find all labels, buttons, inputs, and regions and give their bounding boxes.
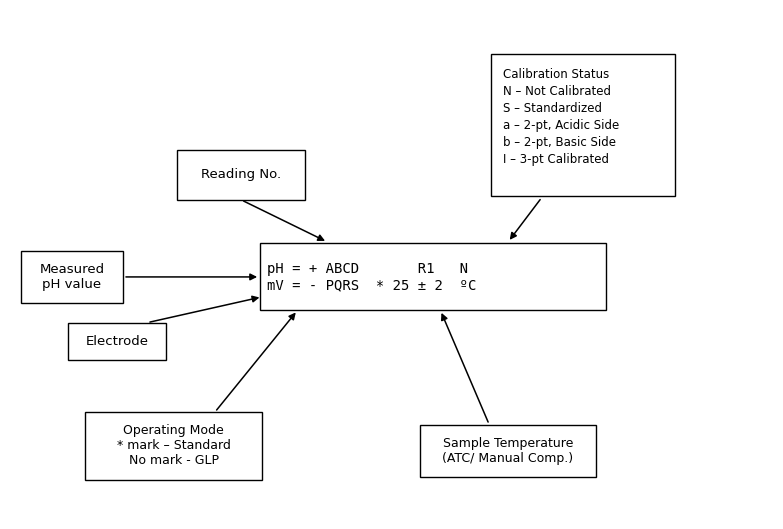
FancyBboxPatch shape — [21, 251, 123, 303]
FancyBboxPatch shape — [177, 150, 305, 200]
FancyBboxPatch shape — [85, 413, 262, 480]
FancyBboxPatch shape — [491, 54, 675, 196]
Text: Electrode: Electrode — [85, 335, 149, 348]
Text: pH = + ABCD       R1   N
mV = - PQRS  * 25 ± 2  ºC: pH = + ABCD R1 N mV = - PQRS * 25 ± 2 ºC — [268, 262, 477, 292]
Text: Measured
pH value: Measured pH value — [39, 263, 105, 291]
Text: Operating Mode
* mark – Standard
No mark - GLP: Operating Mode * mark – Standard No mark… — [117, 424, 230, 468]
Text: Sample Temperature
(ATC/ Manual Comp.): Sample Temperature (ATC/ Manual Comp.) — [442, 437, 574, 465]
Text: Reading No.: Reading No. — [201, 169, 281, 181]
Text: Calibration Status
N – Not Calibrated
S – Standardized
a – 2-pt, Acidic Side
b –: Calibration Status N – Not Calibrated S … — [503, 68, 619, 166]
FancyBboxPatch shape — [260, 243, 606, 311]
FancyBboxPatch shape — [68, 323, 166, 360]
FancyBboxPatch shape — [420, 425, 597, 477]
